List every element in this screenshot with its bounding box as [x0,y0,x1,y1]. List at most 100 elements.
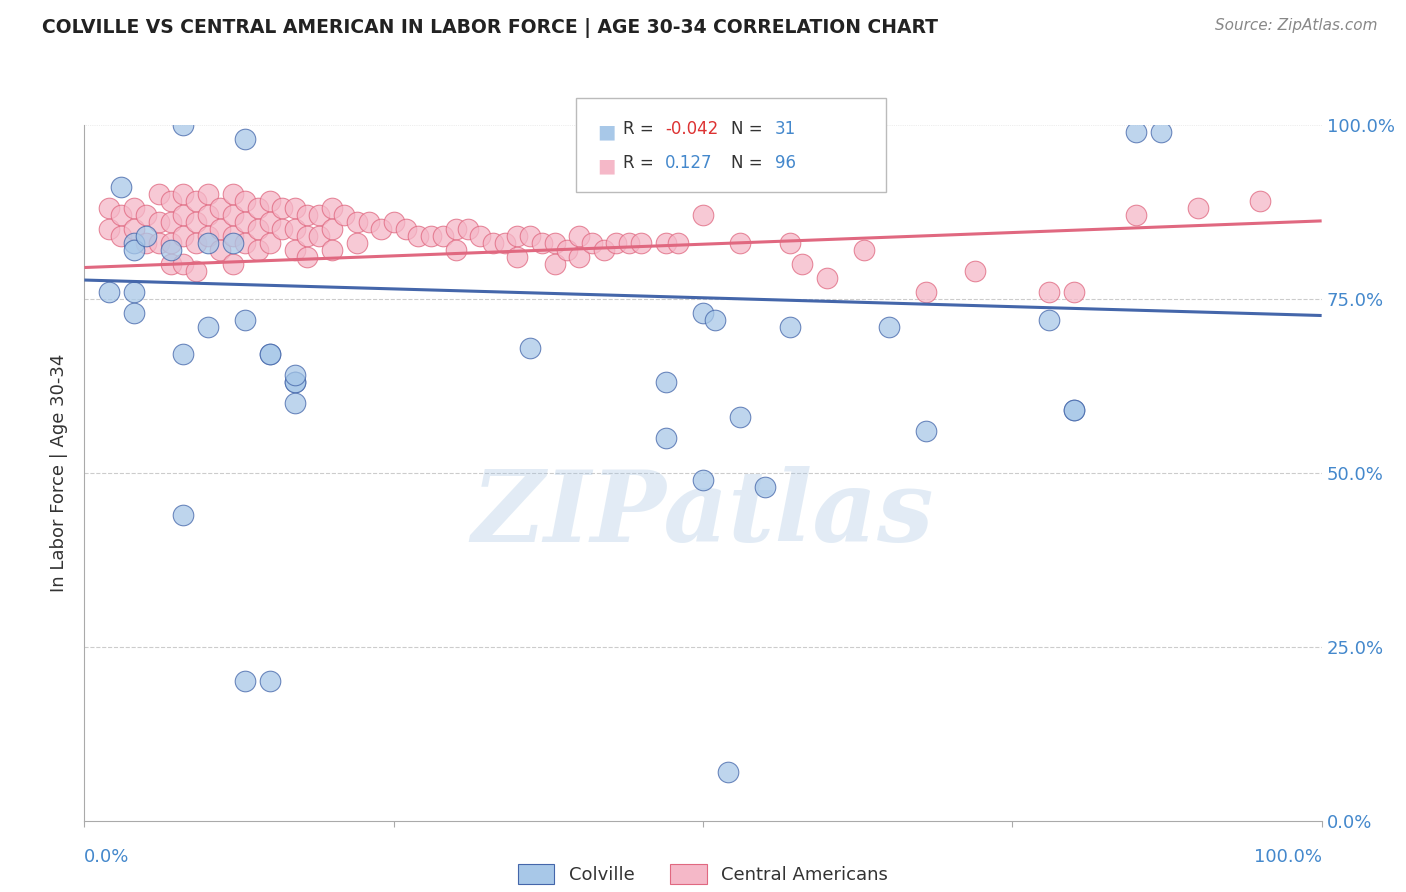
Point [184,194,207,209]
Point [110,208,132,222]
Point [543,257,565,271]
Point [914,285,936,299]
Point [519,229,541,244]
Point [197,187,219,202]
Point [259,194,281,209]
Point [110,180,132,194]
Point [122,243,145,257]
Point [122,306,145,320]
Point [172,118,194,132]
Point [444,222,467,236]
Point [370,222,392,236]
Point [1125,208,1147,222]
Point [160,215,183,229]
Point [754,480,776,494]
Point [271,222,294,236]
Point [209,243,232,257]
Point [1150,125,1173,139]
Point [209,202,232,216]
Text: R =: R = [623,120,654,138]
Point [148,187,170,202]
Point [197,208,219,222]
Point [1038,312,1060,326]
Point [197,229,219,244]
Point [655,376,678,390]
Point [259,236,281,251]
Text: 0.0%: 0.0% [84,848,129,866]
Point [222,236,245,251]
Text: Source: ZipAtlas.com: Source: ZipAtlas.com [1215,18,1378,33]
Text: 96: 96 [775,154,796,172]
Point [160,236,183,251]
Point [605,236,627,251]
Point [457,222,479,236]
Point [233,312,256,326]
Point [382,215,405,229]
Point [98,202,121,216]
Point [470,229,492,244]
Point [506,229,529,244]
Text: 100.0%: 100.0% [1254,848,1322,866]
Point [419,229,441,244]
Point [321,222,343,236]
Point [233,674,256,689]
Point [246,222,269,236]
Point [160,257,183,271]
Point [1125,125,1147,139]
Point [284,243,307,257]
Point [110,229,132,244]
Point [259,347,281,361]
Point [284,376,307,390]
Point [333,208,356,222]
Point [531,236,554,251]
Point [494,236,516,251]
Point [1063,403,1085,417]
Point [704,312,727,326]
Point [444,243,467,257]
Text: COLVILLE VS CENTRAL AMERICAN IN LABOR FORCE | AGE 30-34 CORRELATION CHART: COLVILLE VS CENTRAL AMERICAN IN LABOR FO… [42,18,938,37]
Point [135,236,157,251]
Point [172,508,194,522]
Point [1063,403,1085,417]
Point [98,285,121,299]
Point [122,222,145,236]
Point [555,243,578,257]
Point [184,215,207,229]
Point [135,208,157,222]
Point [160,194,183,209]
Point [222,257,245,271]
Point [259,347,281,361]
Point [593,243,616,257]
Point [184,236,207,251]
Point [779,319,801,334]
Point [346,236,368,251]
Point [233,194,256,209]
Legend: Colville, Central Americans: Colville, Central Americans [510,856,896,892]
Text: R =: R = [623,154,654,172]
Point [284,222,307,236]
Point [408,229,430,244]
Point [692,473,714,487]
Point [1249,194,1271,209]
Point [506,250,529,264]
Point [284,396,307,410]
Point [877,319,900,334]
Point [122,202,145,216]
Point [172,187,194,202]
Point [271,202,294,216]
Text: 0.127: 0.127 [665,154,713,172]
Point [728,236,751,251]
Point [728,410,751,425]
Text: ■: ■ [598,122,616,141]
Point [197,319,219,334]
Point [790,257,813,271]
Point [284,368,307,383]
Point [246,202,269,216]
Point [233,236,256,251]
Point [259,215,281,229]
Point [160,243,183,257]
Point [308,208,330,222]
Point [321,202,343,216]
Point [135,229,157,244]
Point [308,229,330,244]
